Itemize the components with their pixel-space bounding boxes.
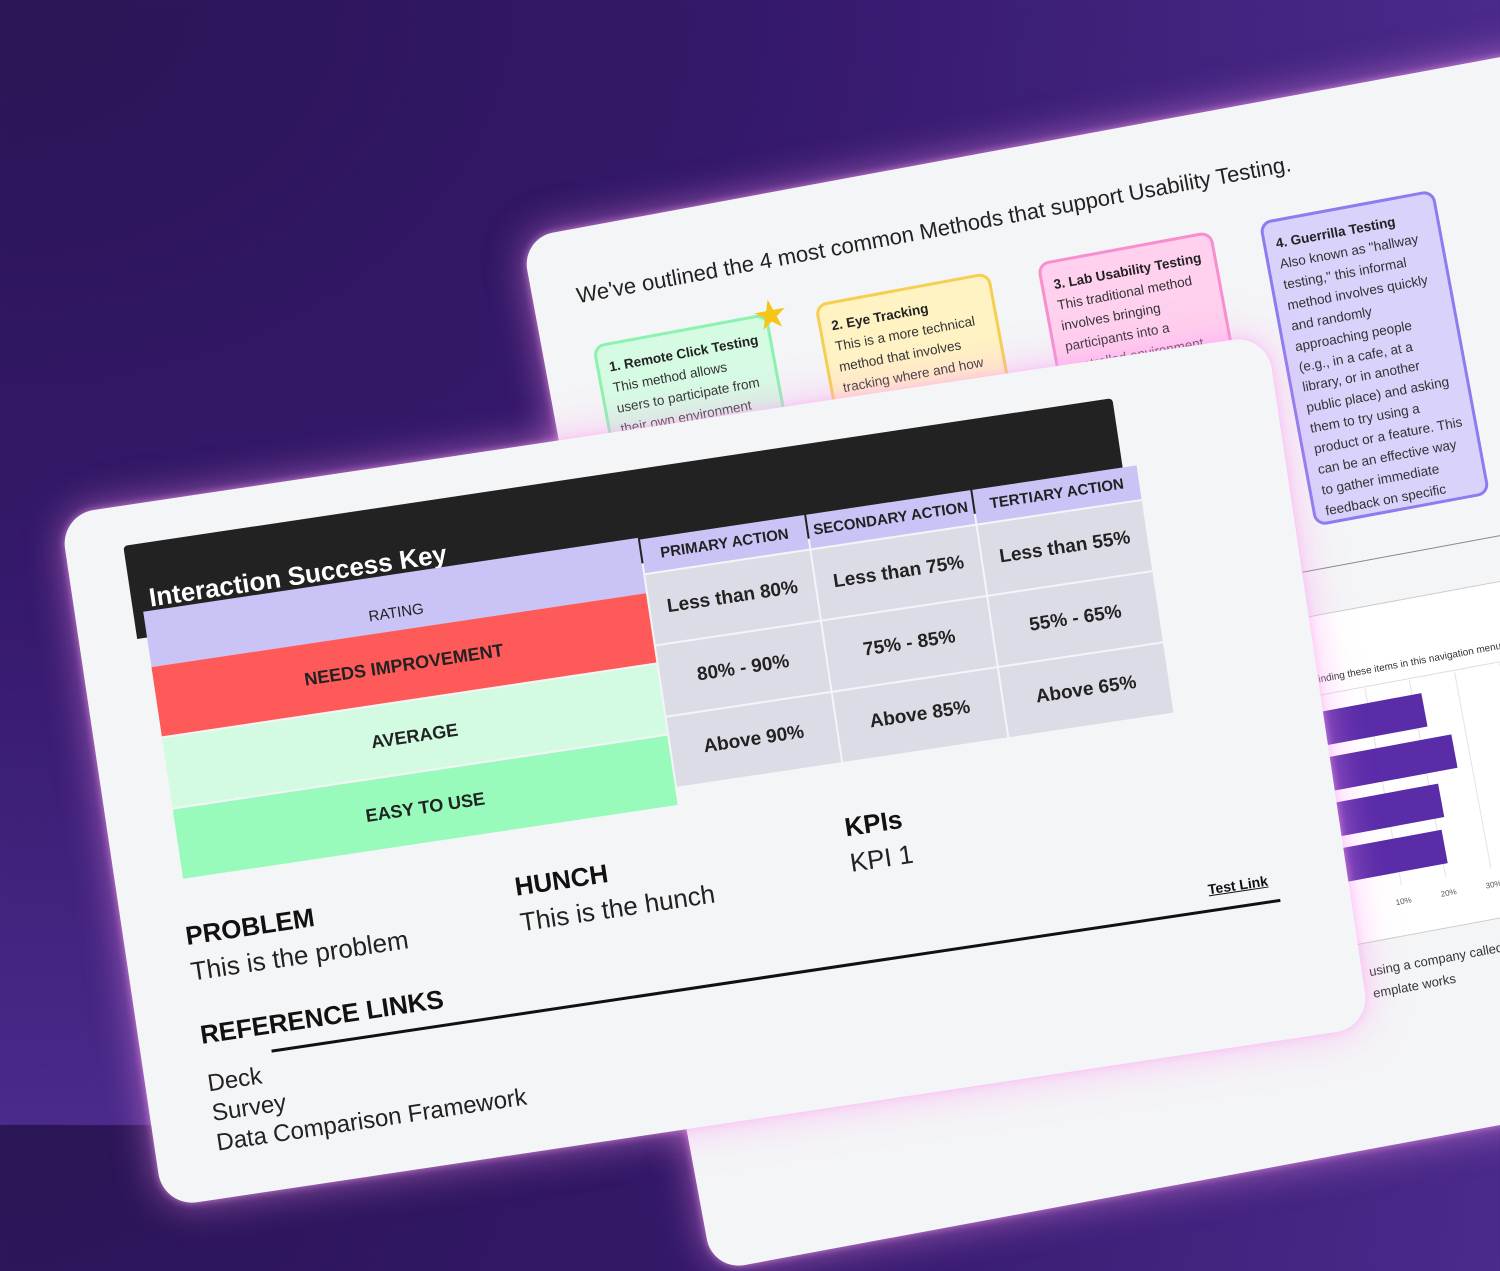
chart-bar — [1328, 783, 1444, 838]
method-body: Also known as "hallway testing," this in… — [1278, 231, 1464, 527]
bottom-rule — [271, 898, 1281, 1053]
x-tick-label: 20% — [1439, 887, 1458, 899]
kpis-value: KPI 1 — [847, 838, 916, 878]
chart-bar — [1337, 829, 1448, 883]
test-link[interactable]: Test Link — [1206, 872, 1269, 898]
chart-bar — [1312, 693, 1428, 747]
star-icon: ★ — [748, 290, 793, 341]
method-card-guerrilla[interactable]: 4. Guerrilla Testing Also known as "hall… — [1258, 189, 1491, 527]
kpis-label: KPIs — [842, 804, 905, 843]
reference-links-label: REFERENCE LINKS — [198, 983, 446, 1050]
grid-line — [1454, 671, 1492, 869]
x-tick-label: 30% — [1484, 878, 1500, 891]
x-tick-label: 10% — [1394, 895, 1413, 908]
section-divider — [1285, 520, 1500, 576]
chart-question: t finding these items in this navigation… — [1309, 639, 1500, 688]
